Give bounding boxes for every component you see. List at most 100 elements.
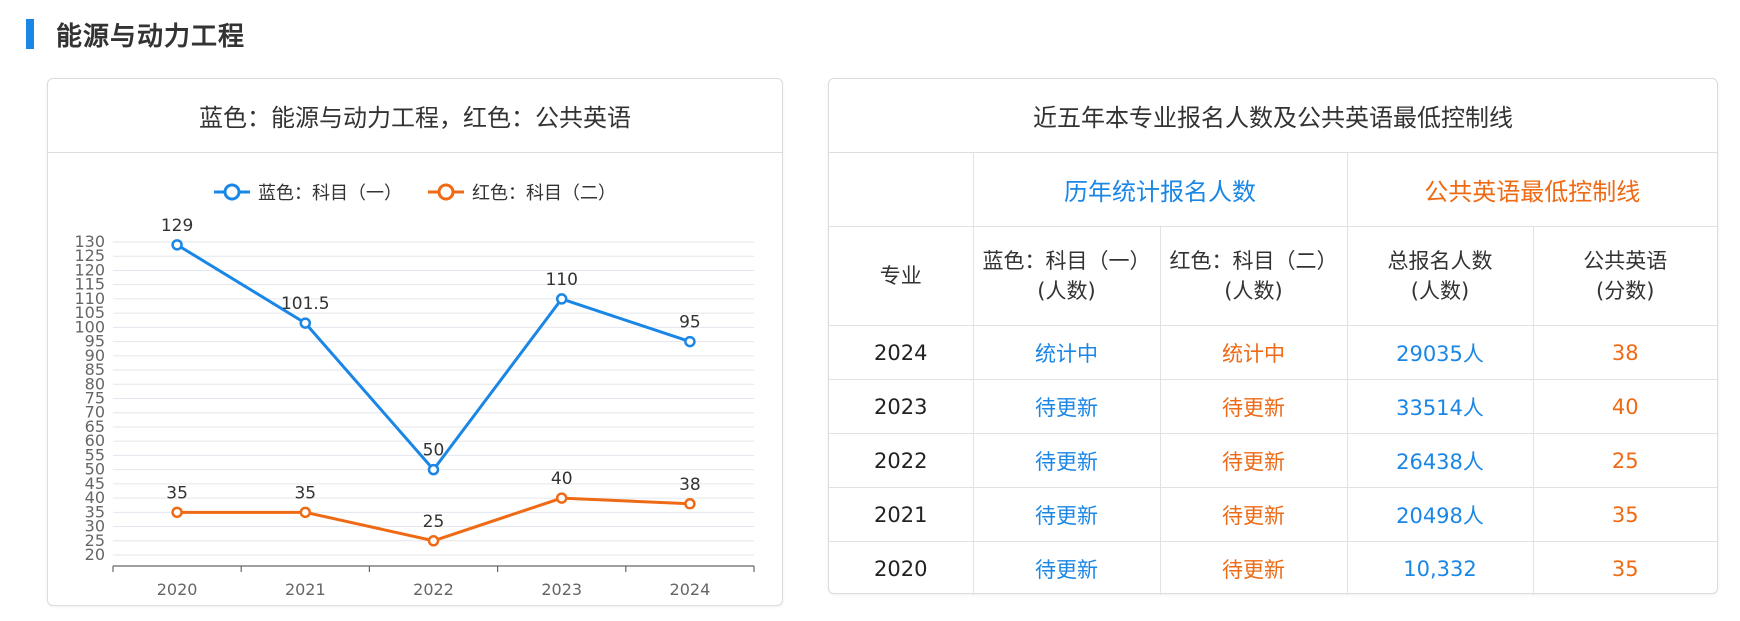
y-tick-label: 70 (85, 403, 105, 422)
cell-subject1: 待更新 (972, 541, 1161, 595)
y-tick-label: 65 (85, 417, 105, 436)
legend-label-subject2: 红色：科目（二） (472, 183, 616, 204)
data-label: 129 (161, 216, 193, 236)
data-point (299, 506, 312, 519)
y-tick-label: 105 (74, 303, 105, 322)
data-label: 38 (679, 475, 701, 495)
table-panel-title: 近五年本专业报名人数及公共英语最低控制线 (829, 79, 1717, 153)
cell-subject2: 待更新 (1159, 379, 1348, 434)
y-tick-label: 30 (85, 517, 105, 536)
section-accent-bar (26, 19, 34, 49)
y-tick-label: 20 (85, 545, 105, 564)
y-tick-label: 130 (74, 232, 105, 251)
cell-total: 29035人 (1346, 325, 1534, 380)
cell-english: 38 (1532, 325, 1717, 380)
group-header-english: 公共英语最低控制线 (1346, 152, 1717, 227)
col-header-major: 专业 (829, 226, 974, 326)
table-column-header-row: 专业 蓝色：科目（一） (人数) 红色：科目（二） (人数) 总报名人数 (人数) 公… (829, 226, 1717, 326)
cell-subject2: 待更新 (1159, 433, 1348, 488)
y-tick-label: 35 (85, 502, 105, 521)
cell-total: 26438人 (1346, 433, 1534, 488)
section-title: 能源与动力工程 (56, 21, 246, 52)
data-label: 101.5 (281, 294, 330, 314)
data-label: 35 (166, 483, 188, 503)
table-row: 2021 待更新 待更新 20498人 35 (829, 487, 1717, 542)
table-row: 2022 待更新 待更新 26438人 25 (829, 433, 1717, 488)
col-header-english: 公共英语 (分数) (1532, 226, 1717, 326)
series-line-1 (176, 243, 691, 472)
line-chart: 1301251201151101051009590858075706560555… (74, 216, 755, 599)
data-point (427, 463, 440, 476)
data-point (171, 506, 183, 519)
table-row: 2024 统计中 统计中 29035人 38 (829, 325, 1717, 380)
chart-panel: 蓝色：能源与动力工程，红色：公共英语 蓝色：科目（一） 红色：科目（二） 130… (47, 78, 783, 606)
y-tick-label: 60 (85, 431, 105, 450)
x-tick-label: 2024 (670, 580, 711, 599)
data-point (555, 293, 568, 305)
cell-subject1: 统计中 (972, 325, 1161, 380)
chart-legend: 蓝色：科目（一） 红色：科目（二） (48, 179, 782, 205)
x-tick-label: 2021 (285, 580, 326, 599)
y-tick-label: 100 (74, 317, 105, 336)
col-header-subject2: 红色：科目（二） (人数) (1159, 226, 1348, 326)
data-point (684, 335, 696, 348)
data-point (299, 317, 312, 329)
section-header: 能源与动力工程 (26, 18, 246, 52)
cell-year: 2022 (829, 433, 974, 488)
cell-english: 35 (1532, 541, 1717, 595)
cell-subject1: 待更新 (972, 379, 1161, 434)
col-header-total: 总报名人数 (人数) (1346, 226, 1534, 326)
cell-subject2: 待更新 (1159, 487, 1348, 542)
cell-total: 20498人 (1346, 487, 1534, 542)
empty-header-cell (829, 152, 974, 227)
x-tick-label: 2020 (157, 580, 198, 599)
y-tick-label: 90 (85, 346, 105, 365)
table-group-header-row: 历年统计报名人数 公共英语最低控制线 (829, 152, 1717, 227)
y-tick-label: 50 (85, 460, 105, 479)
y-tick-label: 45 (85, 474, 105, 493)
data-label: 50 (423, 441, 445, 461)
data-point (171, 239, 183, 251)
data-point (684, 498, 696, 510)
cell-total: 10,332 (1346, 541, 1534, 595)
data-label: 110 (545, 270, 577, 290)
data-point (555, 492, 568, 504)
data-point (427, 535, 440, 547)
data-label: 40 (551, 469, 573, 489)
table-panel: 近五年本专业报名人数及公共英语最低控制线 历年统计报名人数 公共英语最低控制线 … (828, 78, 1718, 595)
y-tick-label: 40 (85, 488, 105, 507)
cell-year: 2021 (829, 487, 974, 542)
y-tick-label: 125 (74, 246, 105, 265)
legend-marker-orange-icon (428, 183, 464, 201)
legend-label-subject1: 蓝色：科目（一） (258, 183, 402, 204)
table-row: 2020 待更新 待更新 10,332 35 (829, 541, 1717, 595)
y-tick-label: 85 (85, 360, 105, 379)
cell-year: 2023 (829, 379, 974, 434)
table-row: 2023 待更新 待更新 33514人 40 (829, 379, 1717, 434)
stats-table: 历年统计报名人数 公共英语最低控制线 专业 蓝色：科目（一） (人数) 红色：科目… (829, 152, 1717, 595)
data-label: 95 (679, 313, 701, 333)
cell-english: 35 (1532, 487, 1717, 542)
group-header-stats: 历年统计报名人数 (972, 152, 1348, 227)
x-tick-label: 2022 (413, 580, 454, 599)
cell-english: 40 (1532, 379, 1717, 434)
x-tick-label: 2023 (541, 580, 582, 599)
cell-subject2: 统计中 (1159, 325, 1348, 380)
y-tick-label: 120 (74, 260, 105, 279)
y-tick-label: 110 (74, 289, 105, 308)
y-tick-label: 115 (74, 275, 105, 294)
y-tick-label: 80 (85, 374, 105, 393)
col-header-subject1: 蓝色：科目（一） (人数) (972, 226, 1161, 326)
cell-year: 2020 (829, 541, 974, 595)
cell-total: 33514人 (1346, 379, 1534, 434)
cell-subject1: 待更新 (972, 487, 1161, 542)
legend-item-subject2[interactable]: 红色：科目（二） (428, 179, 616, 205)
chart-panel-title: 蓝色：能源与动力工程，红色：公共英语 (48, 79, 782, 153)
cell-subject2: 待更新 (1159, 541, 1348, 595)
y-tick-label: 55 (85, 445, 105, 464)
y-tick-label: 95 (85, 332, 105, 351)
cell-year: 2024 (829, 325, 974, 380)
data-label: 35 (294, 483, 316, 503)
cell-subject1: 待更新 (972, 433, 1161, 488)
legend-item-subject1[interactable]: 蓝色：科目（一） (214, 179, 402, 205)
